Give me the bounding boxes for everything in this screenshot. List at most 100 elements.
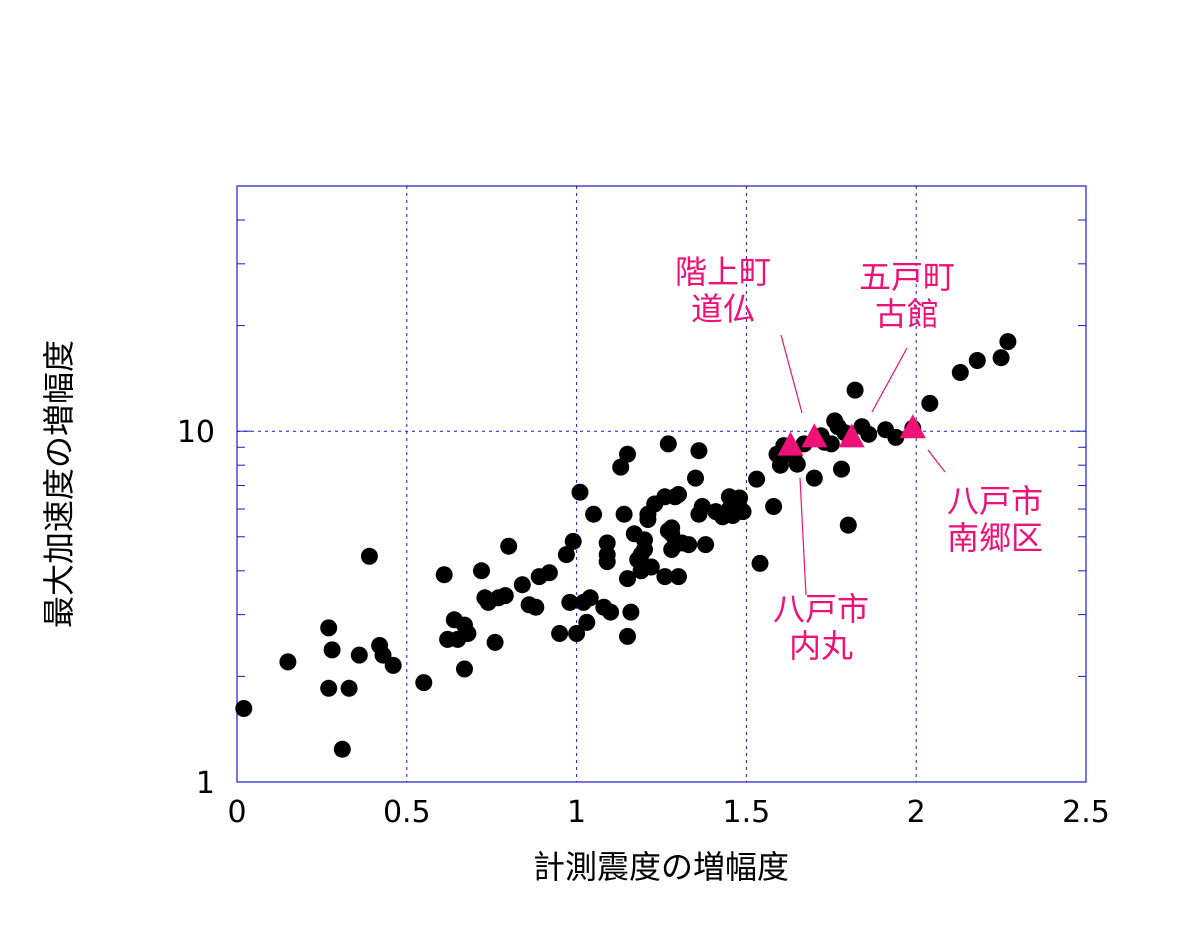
data-point (235, 700, 253, 717)
highlight-point (777, 431, 804, 456)
annotation-leader-line (780, 334, 803, 414)
data-point (693, 498, 711, 515)
data-point (999, 333, 1017, 351)
data-point (619, 445, 636, 463)
data-point (581, 589, 599, 607)
data-point (670, 486, 687, 503)
data-point (340, 679, 358, 697)
data-points (235, 333, 1017, 758)
data-point (360, 547, 378, 565)
data-point (731, 489, 749, 507)
data-point (968, 352, 986, 369)
axis-ticks (237, 185, 1086, 783)
data-point (622, 603, 640, 621)
annotation-label: 階上町 (675, 253, 771, 291)
data-point (500, 537, 518, 555)
annotation-label: 五戸町 (859, 258, 955, 296)
y-axis-title: 最大加速度の増幅度 (40, 340, 78, 628)
data-point (697, 536, 715, 554)
data-point (612, 458, 630, 476)
annotation-label: 八戸市 (773, 590, 869, 628)
data-point (734, 503, 752, 521)
data-point (540, 564, 558, 582)
data-point (602, 603, 620, 621)
data-point (642, 558, 660, 576)
data-point (788, 455, 806, 473)
data-point (687, 469, 704, 487)
data-point (636, 531, 653, 549)
data-point (333, 740, 351, 758)
x-axis-title: 計測震度の増幅度 (533, 848, 789, 886)
data-point (656, 568, 674, 586)
data-point (564, 532, 582, 550)
highlight-point (801, 423, 828, 448)
data-point (350, 646, 368, 664)
data-point (992, 349, 1010, 367)
x-tick-label: 0 (227, 795, 246, 830)
data-point (496, 587, 514, 605)
x-tick-label: 2.5 (1062, 795, 1110, 830)
data-point (846, 381, 864, 399)
data-point (690, 442, 708, 460)
data-point (680, 536, 698, 554)
data-point (805, 469, 823, 487)
data-point (839, 516, 857, 534)
data-point (619, 570, 636, 588)
x-tick-label: 1.5 (723, 795, 771, 830)
data-point (384, 656, 402, 674)
annotation-label: 道仏 (691, 290, 755, 328)
annotation-label: 八戸市 (947, 482, 1043, 520)
annotation-label: 南郷区 (947, 519, 1043, 557)
annotation-label: 内丸 (789, 627, 853, 665)
data-point (887, 428, 905, 446)
annotation-leader-line (927, 449, 946, 473)
data-point (279, 653, 297, 671)
data-point (435, 566, 453, 584)
highlight-point (899, 414, 926, 439)
data-point (585, 505, 603, 523)
data-point (619, 627, 636, 645)
plot-frame (236, 185, 1087, 783)
data-point (615, 505, 633, 523)
data-point (456, 660, 473, 678)
data-point (833, 460, 850, 478)
x-tick-label: 1 (567, 795, 586, 830)
y-tick-labels: 1 10 (177, 415, 215, 801)
data-point (557, 546, 575, 564)
data-point (513, 576, 531, 594)
data-point (323, 641, 341, 659)
x-tick-label: 0.5 (383, 795, 431, 830)
data-point (659, 435, 677, 453)
data-point (921, 394, 939, 412)
data-point (748, 470, 766, 488)
data-point (670, 568, 687, 586)
data-point (561, 593, 579, 611)
data-point (771, 456, 789, 474)
annotation-label: 古館 (875, 295, 939, 333)
x-tick-labels: 0 0.5 1 1.5 2 2.5 (227, 795, 1109, 830)
data-point (860, 425, 878, 443)
highlight-points (777, 414, 926, 456)
annotation-leader-line (871, 347, 908, 413)
data-point (486, 633, 504, 651)
data-point (320, 619, 338, 637)
data-point (415, 674, 433, 692)
y-tick-label: 10 (177, 415, 215, 450)
data-point (751, 554, 769, 572)
data-point (527, 598, 545, 616)
data-point (473, 562, 490, 580)
data-point (598, 553, 616, 571)
highlight-point (838, 423, 865, 448)
data-point (459, 625, 477, 642)
grid-lines (237, 186, 1086, 782)
annotation-leader-line (799, 477, 807, 596)
data-point (571, 483, 589, 501)
data-point (765, 498, 783, 515)
data-point (578, 613, 596, 631)
